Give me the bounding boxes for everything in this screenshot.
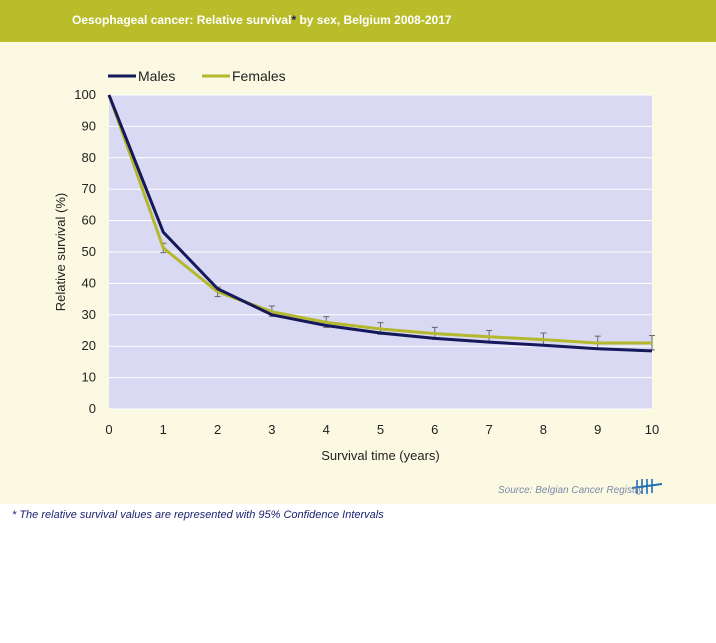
y-axis-ticks: 0 10 20 30 40 50 60 70 80 90 100	[74, 87, 96, 416]
y-tick-label: 80	[82, 150, 96, 165]
x-tick-label: 0	[105, 422, 112, 437]
x-tick-label: 10	[645, 422, 659, 437]
x-tick-label: 8	[540, 422, 547, 437]
y-tick-label: 0	[89, 401, 96, 416]
x-tick-label: 7	[485, 422, 492, 437]
legend-item-females: Females	[202, 68, 286, 84]
y-tick-label: 10	[82, 370, 96, 385]
footnote: * The relative survival values are repre…	[12, 509, 384, 521]
x-axis-label: Survival time (years)	[321, 448, 439, 463]
y-tick-label: 50	[82, 244, 96, 259]
x-axis-ticks: 0 1 2 3 4 5 6 7 8 9 10	[105, 422, 659, 437]
y-tick-label: 70	[82, 181, 96, 196]
x-tick-label: 2	[214, 422, 221, 437]
survival-chart: 0 10 20 30 40 50 60 70 80 90 100 0 1 2 3 4 5 6 7 8 9 10 Surv…	[53, 68, 663, 494]
y-tick-label: 100	[74, 87, 96, 102]
title-text-suffix: by sex, Belgium 2008-2017	[296, 13, 452, 27]
y-axis-label: Relative survival (%)	[53, 193, 68, 311]
x-tick-label: 6	[431, 422, 438, 437]
series-line-females	[107, 94, 652, 345]
chart-panel: 0 10 20 30 40 50 60 70 80 90 100 0 1 2 3 4 5 6 7 8 9 10 Surv…	[0, 42, 716, 504]
legend: Males Females	[108, 68, 286, 84]
chart-title: Oesophageal cancer: Relative survival* b…	[72, 13, 452, 27]
gridlines	[109, 94, 652, 410]
x-tick-label: 4	[323, 422, 330, 437]
x-tick-label: 3	[268, 422, 275, 437]
source-credit: Source: Belgian Cancer Registry	[498, 485, 644, 496]
legend-label: Males	[138, 68, 175, 84]
title-text: Oesophageal cancer: Relative survival	[72, 13, 292, 27]
x-tick-label: 5	[377, 422, 384, 437]
title-asterisk: *	[291, 13, 297, 27]
legend-label: Females	[232, 68, 286, 84]
y-tick-label: 20	[82, 338, 96, 353]
legend-item-males: Males	[108, 68, 175, 84]
y-tick-label: 60	[82, 213, 96, 228]
y-tick-label: 30	[82, 307, 96, 322]
series-lines	[107, 94, 653, 353]
series-line-males	[107, 94, 653, 353]
x-tick-label: 1	[160, 422, 167, 437]
x-tick-label: 9	[594, 422, 601, 437]
y-tick-label: 40	[82, 275, 96, 290]
y-tick-label: 90	[82, 118, 96, 133]
registry-logo-icon	[631, 479, 663, 494]
chart-header: Oesophageal cancer: Relative survival* b…	[0, 0, 716, 42]
